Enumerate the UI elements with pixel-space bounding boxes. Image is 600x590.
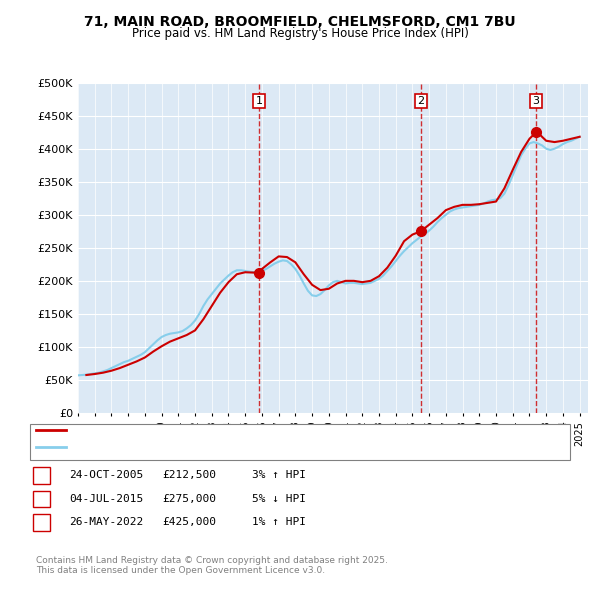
Text: 5% ↓ HPI: 5% ↓ HPI	[252, 494, 306, 503]
Text: 71, MAIN ROAD, BROOMFIELD, CHELMSFORD, CM1 7BU: 71, MAIN ROAD, BROOMFIELD, CHELMSFORD, C…	[84, 15, 516, 29]
Text: 1: 1	[256, 96, 262, 106]
Text: HPI: Average price, semi-detached house, Chelmsford: HPI: Average price, semi-detached house,…	[72, 442, 353, 451]
Text: Contains HM Land Registry data © Crown copyright and database right 2025.
This d: Contains HM Land Registry data © Crown c…	[36, 556, 388, 575]
Text: 26-MAY-2022: 26-MAY-2022	[69, 517, 143, 527]
Text: Price paid vs. HM Land Registry's House Price Index (HPI): Price paid vs. HM Land Registry's House …	[131, 27, 469, 40]
Text: 1% ↑ HPI: 1% ↑ HPI	[252, 517, 306, 527]
Text: 3% ↑ HPI: 3% ↑ HPI	[252, 470, 306, 480]
Text: 04-JUL-2015: 04-JUL-2015	[69, 494, 143, 503]
Text: 71, MAIN ROAD, BROOMFIELD, CHELMSFORD, CM1 7BU (semi-detached house): 71, MAIN ROAD, BROOMFIELD, CHELMSFORD, C…	[72, 425, 484, 434]
Text: 2: 2	[417, 96, 424, 106]
Text: 2: 2	[38, 494, 45, 503]
Text: 24-OCT-2005: 24-OCT-2005	[69, 470, 143, 480]
Text: £425,000: £425,000	[162, 517, 216, 527]
Text: 1: 1	[38, 470, 45, 480]
Text: 3: 3	[38, 517, 45, 527]
Text: £212,500: £212,500	[162, 470, 216, 480]
Text: 3: 3	[533, 96, 539, 106]
Text: £275,000: £275,000	[162, 494, 216, 503]
